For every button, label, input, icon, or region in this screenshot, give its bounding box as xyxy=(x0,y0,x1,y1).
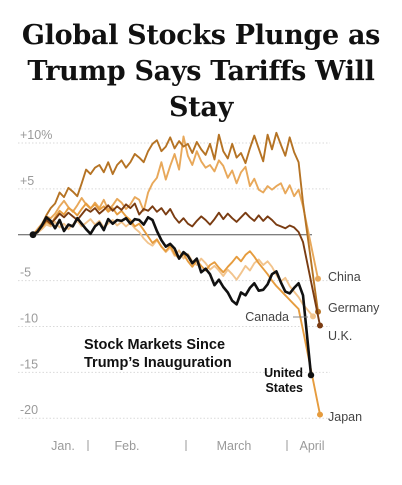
series-lines xyxy=(29,131,323,418)
series-label-line: U.K. xyxy=(328,329,352,343)
series-label-canada: Canada xyxy=(245,310,289,324)
y-tick-label: +10% xyxy=(20,128,52,142)
chart-title: Global Stocks Plunge as Trump Says Tarif… xyxy=(0,18,402,126)
y-axis: +10% +5 -5 -10 -15 -20 xyxy=(20,128,52,417)
y-tick-label: +5 xyxy=(20,174,34,188)
y-tick-label: -20 xyxy=(20,403,38,417)
series-label-line: Japan xyxy=(328,410,362,424)
series-end-dot xyxy=(307,371,315,379)
series-label-germany: Germany xyxy=(328,301,380,315)
series-label-u-k-: U.K. xyxy=(328,329,352,343)
y-tick-label: -15 xyxy=(20,357,38,371)
chart-title-line-2: Trump Says Tariffs Will Stay xyxy=(27,56,375,123)
series-line-canada xyxy=(32,218,314,318)
x-tick-label: Feb. xyxy=(114,439,139,453)
series-labels: Canada China Japan Germany U.K. United States xyxy=(245,270,380,424)
series-label-line: States xyxy=(265,381,303,395)
series-end-dot xyxy=(310,313,316,320)
chart-title-line-1: Global Stocks Plunge as xyxy=(21,20,381,51)
gridlines xyxy=(18,142,330,419)
x-axis: Jan. Feb. March April xyxy=(51,439,324,453)
x-tick-label: March xyxy=(217,439,252,453)
series-start-dot xyxy=(29,231,37,239)
annotation-line-2: Trump’s Inauguration xyxy=(84,355,232,371)
series-line-united-states xyxy=(31,216,313,377)
series-label-japan: Japan xyxy=(328,410,362,424)
series-label-line: United xyxy=(264,366,303,380)
x-tick-label: April xyxy=(299,439,324,453)
series-line-germany xyxy=(32,131,319,313)
y-tick-label: -10 xyxy=(20,311,38,325)
series-line-china xyxy=(32,135,319,280)
series-end-dot xyxy=(315,275,321,282)
series-end-dot xyxy=(317,322,323,329)
series-end-dot xyxy=(317,411,323,418)
series-label-united-states: United States xyxy=(264,366,303,395)
chart-annotation: Stock Markets Since Trump’s Inauguration xyxy=(84,337,232,371)
annotation-line-1: Stock Markets Since xyxy=(84,337,225,353)
series-label-line: Canada xyxy=(245,310,289,324)
series-label-line: Germany xyxy=(328,301,380,315)
series-label-line: China xyxy=(328,270,361,284)
series-label-china: China xyxy=(328,270,361,284)
y-tick-label: -5 xyxy=(20,266,31,280)
x-tick-label: Jan. xyxy=(51,439,75,453)
